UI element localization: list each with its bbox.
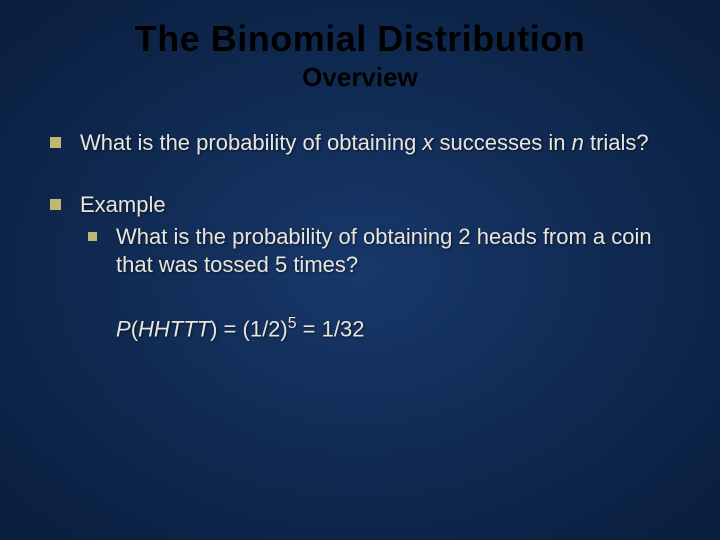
bullet-1-var-x: x (422, 130, 433, 155)
formula-exponent: 5 (288, 315, 297, 332)
slide-subtitle: Overview (44, 62, 676, 93)
bullet-1: What is the probability of obtaining x s… (44, 129, 676, 157)
sub-bullet-list: What is the probability of obtaining 2 h… (80, 223, 676, 279)
sub-bullet-1: What is the probability of obtaining 2 h… (80, 223, 676, 279)
bullet-1-text-prefix: What is the probability of obtaining (80, 130, 422, 155)
bullet-list: What is the probability of obtaining x s… (44, 129, 676, 343)
bullet-1-text-suffix: trials? (584, 130, 649, 155)
formula-eq2: = 1/32 (297, 316, 365, 341)
bullet-2-text: Example (80, 192, 166, 217)
bullet-2: Example What is the probability of obtai… (44, 191, 676, 343)
slide-title: The Binomial Distribution (44, 18, 676, 60)
formula-func: P (116, 316, 131, 341)
formula-paren-open: ( (131, 316, 138, 341)
bullet-1-text-mid: successes in (433, 130, 571, 155)
bullet-1-var-n: n (572, 130, 584, 155)
probability-formula: P(HHTTT) = (1/2)5 = 1/32 (80, 314, 676, 343)
sub-bullet-1-text: What is the probability of obtaining 2 h… (116, 224, 652, 277)
formula-arg: HHTTT (138, 316, 210, 341)
formula-eq1: = (1/2) (217, 316, 287, 341)
